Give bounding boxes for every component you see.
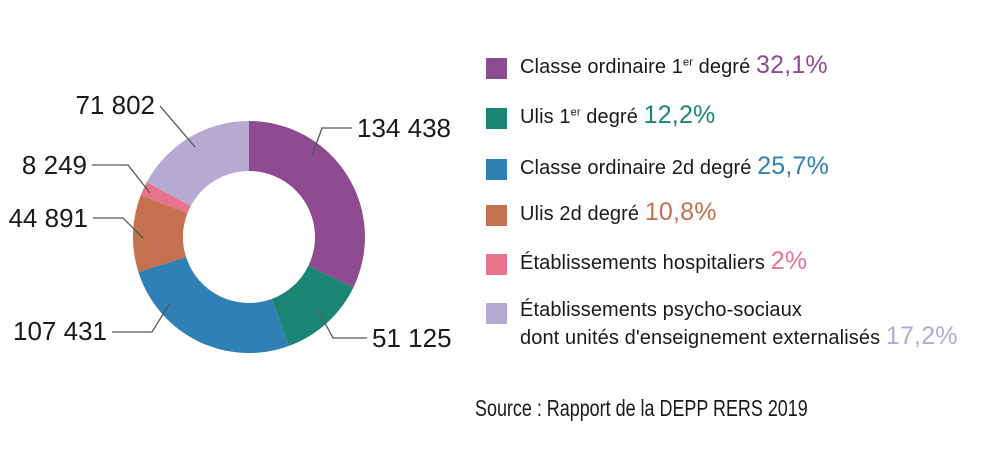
callout-value-label: 8 249 [22,150,87,180]
legend-label-text: degré [580,106,638,128]
legend-label-text: Ulis 2d degré [520,203,640,225]
donut-chart-area: 134 438 51 125 107 431 44 891 8 249 71 802 [0,0,470,450]
legend-item: Classe ordinaire 1er degré 32,1% [486,52,828,80]
legend-label-text: Classe ordinaire 2d degré [520,157,752,179]
source-caption: Source : Rapport de la DEPP RERS 2019 [475,395,808,421]
legend-percent: 12,2% [643,101,716,129]
legend-percent: 32,1% [755,51,828,79]
donut-slice-5 [146,121,249,206]
legend-item: Établissements psycho-sociaux dont unité… [486,297,958,351]
legend-item: Ulis 2d degré 10,8% [486,199,717,227]
legend-label-text: Établissements hospitaliers [520,252,766,274]
legend-swatch [486,159,507,180]
donut-slice-2 [138,257,289,354]
legend-label: Classe ordinaire 2d degré 25,7% [520,153,829,181]
legend-label: Ulis 1er degré 12,2% [520,102,715,130]
legend-label: Ulis 2d degré 10,8% [520,199,717,227]
legend-swatch [486,108,507,129]
donut-slice-0 [249,121,365,288]
legend-label-text: Ulis 1 [520,106,571,128]
legend-item: Classe ordinaire 2d degré 25,7% [486,153,829,181]
callout-value-label: 134 438 [357,113,451,143]
callout-value-label: 44 891 [8,203,88,233]
legend-label: Classe ordinaire 1er degré 32,1% [520,52,828,80]
legend-swatch [486,303,507,324]
legend-label-text: Établissements psycho-sociaux [520,299,802,321]
callout-value-label: 51 125 [372,323,452,353]
callout-line-0 [311,127,352,157]
callout-line-1 [317,309,367,339]
legend-swatch [486,58,507,79]
legend-label-sup: er [683,56,693,69]
legend-percent: 17,2% [885,322,958,350]
legend-label-sup: er [570,106,581,119]
legend-swatch [486,254,507,275]
donut-slice-1 [271,265,354,346]
legend-label-text: Classe ordinaire 1 [520,56,683,78]
legend-percent: 10,8% [644,198,717,226]
callout-value-label: 71 802 [75,90,155,120]
legend-swatch [486,205,507,226]
legend-percent: 2% [770,247,808,275]
callout-line-2 [112,302,171,333]
legend-label: Établissements hospitaliers 2% [520,248,807,276]
legend-item: Établissements hospitaliers 2% [486,248,807,276]
donut-slice-3 [132,195,188,273]
donut-chart: 134 438 51 125 107 431 44 891 8 249 71 802 [8,90,452,354]
legend-label: Établissements psycho-sociaux dont unité… [520,297,958,351]
legend-item: Ulis 1er degré 12,2% [486,102,715,130]
donut-slice-4 [140,182,191,214]
legend-label-text: degré [692,56,751,78]
callout-value-label: 107 431 [13,316,107,346]
legend-percent: 25,7% [757,152,830,180]
callout-line-4 [92,164,151,194]
callout-line-3 [93,217,144,239]
callout-line-5 [159,105,196,148]
legend-label-line2: dont unités d'enseignement externalisés [520,327,881,349]
